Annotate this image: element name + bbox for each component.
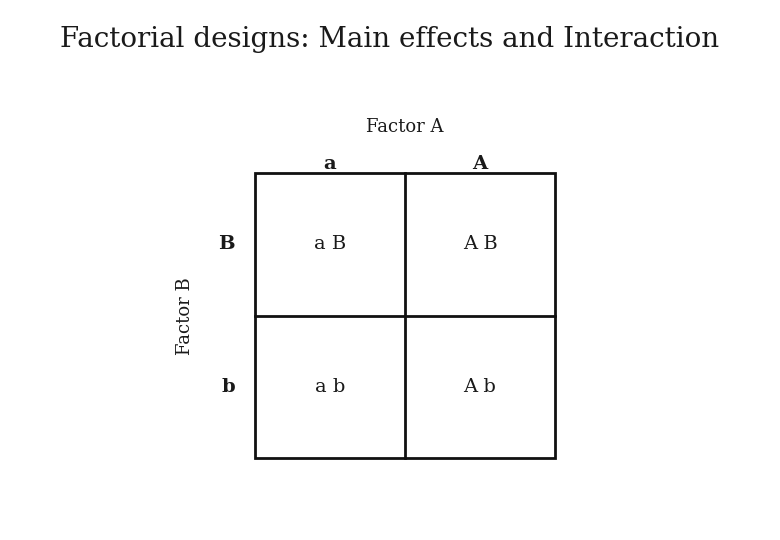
- Text: A b: A b: [463, 378, 496, 396]
- Text: a B: a B: [314, 235, 346, 253]
- Text: a b: a b: [315, 378, 346, 396]
- Text: Factor A: Factor A: [367, 118, 444, 136]
- Text: Factor B: Factor B: [176, 277, 194, 355]
- Text: B: B: [218, 235, 235, 253]
- Bar: [255, 173, 555, 458]
- Text: b: b: [222, 378, 235, 396]
- Text: Factorial designs: Main effects and Interaction: Factorial designs: Main effects and Inte…: [60, 25, 720, 52]
- Text: A: A: [473, 156, 488, 173]
- Text: a: a: [324, 156, 336, 173]
- Text: A B: A B: [463, 235, 498, 253]
